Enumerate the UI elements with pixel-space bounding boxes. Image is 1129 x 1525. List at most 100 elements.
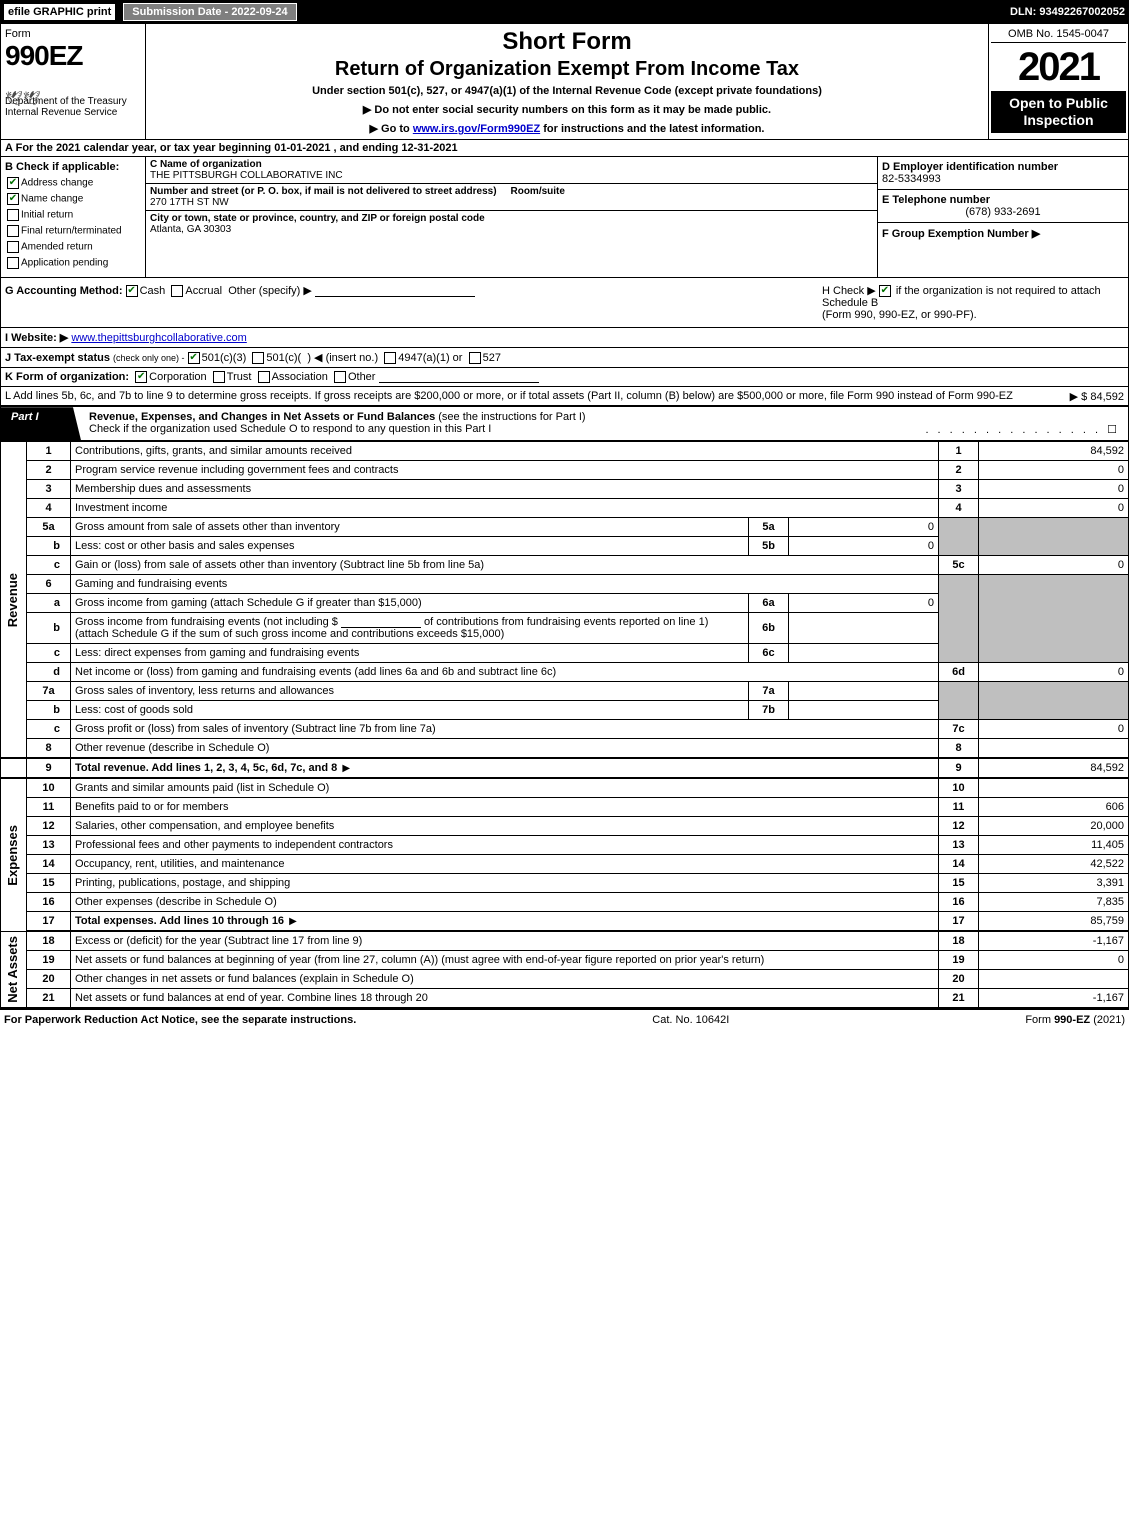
l5c-num: c <box>27 556 71 575</box>
l15-id: 15 <box>939 874 979 893</box>
table-row: Net Assets 18 Excess or (deficit) for th… <box>1 931 1129 951</box>
l17-num: 17 <box>27 912 71 932</box>
chk-trust[interactable] <box>213 371 225 383</box>
org-city: Atlanta, GA 30303 <box>150 224 231 235</box>
part-i-table: Revenue 1 Contributions, gifts, grants, … <box>0 441 1129 1008</box>
l21-desc: Net assets or fund balances at end of ye… <box>75 992 428 1004</box>
l15-val: 3,391 <box>979 874 1129 893</box>
form-title-block: Short Form Return of Organization Exempt… <box>146 24 988 139</box>
form-word: Form <box>5 28 141 40</box>
tax-year: 2021 <box>991 43 1126 91</box>
part-i-note: (see the instructions for Part I) <box>438 411 585 423</box>
l6d-num: d <box>27 663 71 682</box>
chk-initial-return[interactable]: Initial return <box>7 209 141 221</box>
website-link[interactable]: www.thepittsburghcollaborative.com <box>71 332 246 344</box>
chk-accrual[interactable] <box>171 285 183 297</box>
lbl-trust: Trust <box>227 371 252 383</box>
short-form-title: Short Form <box>154 28 980 56</box>
ein-value: 82-5334993 <box>882 173 941 185</box>
dln: DLN: 93492267002052 <box>1010 6 1125 18</box>
l18-desc: Excess or (deficit) for the year (Subtra… <box>75 935 362 947</box>
l6d-desc: Net income or (loss) from gaming and fun… <box>75 666 556 678</box>
part-i-checkbox[interactable]: ☐ <box>1107 424 1120 436</box>
l6b-amount-field[interactable] <box>341 616 421 628</box>
part-i-title: Revenue, Expenses, and Changes in Net As… <box>89 411 435 423</box>
chk-amended-return[interactable]: Amended return <box>7 241 141 253</box>
table-row: 11 Benefits paid to or for members 11 60… <box>1 798 1129 817</box>
l21-num: 21 <box>27 989 71 1008</box>
l1-desc: Contributions, gifts, grants, and simila… <box>75 445 352 457</box>
l5b-mid: 5b <box>749 537 789 556</box>
chk-application-pending[interactable]: Application pending <box>7 257 141 269</box>
chk-name-change[interactable]: Name change <box>7 193 141 205</box>
box-f-label: F Group Exemption Number ▶ <box>882 228 1040 240</box>
table-row: 6 Gaming and fundraising events <box>1 575 1129 594</box>
l14-desc: Occupancy, rent, utilities, and maintena… <box>75 858 285 870</box>
chk-h[interactable] <box>879 285 891 297</box>
l3-num: 3 <box>27 480 71 499</box>
chk-address-change-label: Address change <box>21 178 93 189</box>
l5a-mval: 0 <box>789 518 939 537</box>
l6b-mid: 6b <box>749 613 789 644</box>
row-j-label: J Tax-exempt status <box>5 352 110 364</box>
l10-val <box>979 778 1129 798</box>
sidebar-net-assets: Net Assets <box>5 936 20 1003</box>
l21-id: 21 <box>939 989 979 1008</box>
lbl-527: 527 <box>483 352 501 364</box>
chk-527[interactable] <box>469 352 481 364</box>
table-row: 16 Other expenses (describe in Schedule … <box>1 893 1129 912</box>
l6a-mval: 0 <box>789 594 939 613</box>
chk-501c-other[interactable] <box>252 352 264 364</box>
l18-id: 18 <box>939 931 979 951</box>
table-row: d Net income or (loss) from gaming and f… <box>1 663 1129 682</box>
l15-desc: Printing, publications, postage, and shi… <box>75 877 290 889</box>
sidebar-expenses: Expenses <box>5 825 20 886</box>
l10-num: 10 <box>27 778 71 798</box>
l5c-desc: Gain or (loss) from sale of assets other… <box>75 559 484 571</box>
l6c-desc: Less: direct expenses from gaming and fu… <box>75 647 359 659</box>
l13-desc: Professional fees and other payments to … <box>75 839 393 851</box>
row-j-note: (check only one) - <box>113 353 185 363</box>
l6-desc: Gaming and fundraising events <box>75 578 227 590</box>
table-row: 21 Net assets or fund balances at end of… <box>1 989 1129 1008</box>
other-specify-field[interactable] <box>315 285 475 297</box>
irs-link[interactable]: www.irs.gov/Form990EZ <box>413 123 540 135</box>
table-row: 4 Investment income 4 0 <box>1 499 1129 518</box>
l7c-num: c <box>27 720 71 739</box>
lbl-association: Association <box>272 371 328 383</box>
row-l-value: ▶ $ 84,592 <box>1070 390 1124 403</box>
chk-corporation[interactable] <box>135 371 147 383</box>
l9-num: 9 <box>27 758 71 778</box>
chk-address-change[interactable]: Address change <box>7 177 141 189</box>
l6b-mval <box>789 613 939 644</box>
l6b-desc-pre: Gross income from fundraising events (no… <box>75 616 338 628</box>
l6-num: 6 <box>27 575 71 594</box>
l6c-mid: 6c <box>749 644 789 663</box>
footer-form-pre: Form <box>1025 1014 1054 1026</box>
chk-other-org[interactable] <box>334 371 346 383</box>
lbl-corporation: Corporation <box>149 371 206 383</box>
l16-desc: Other expenses (describe in Schedule O) <box>75 896 277 908</box>
top-bar: efile GRAPHIC print Submission Date - 20… <box>0 0 1129 24</box>
table-row: 7a Gross sales of inventory, less return… <box>1 682 1129 701</box>
chk-cash[interactable] <box>126 285 138 297</box>
l5b-num: b <box>27 537 71 556</box>
box-c: C Name of organization THE PITTSBURGH CO… <box>146 157 878 277</box>
chk-501c3[interactable] <box>188 352 200 364</box>
return-title: Return of Organization Exempt From Incom… <box>154 58 980 81</box>
other-org-field[interactable] <box>379 371 539 383</box>
l4-id: 4 <box>939 499 979 518</box>
l19-val: 0 <box>979 951 1129 970</box>
efile-graphic-print: efile GRAPHIC print <box>4 4 115 20</box>
chk-4947a1[interactable] <box>384 352 396 364</box>
row-l: L Add lines 5b, 6c, and 7b to line 9 to … <box>0 387 1129 407</box>
l5a-mid: 5a <box>749 518 789 537</box>
l1-id: 1 <box>939 442 979 461</box>
l8-id: 8 <box>939 739 979 759</box>
chk-association[interactable] <box>258 371 270 383</box>
l13-num: 13 <box>27 836 71 855</box>
chk-final-return[interactable]: Final return/terminated <box>7 225 141 237</box>
row-i-label: I Website: ▶ <box>5 332 68 344</box>
l11-id: 11 <box>939 798 979 817</box>
part-i-check-line: Check if the organization used Schedule … <box>89 423 491 435</box>
